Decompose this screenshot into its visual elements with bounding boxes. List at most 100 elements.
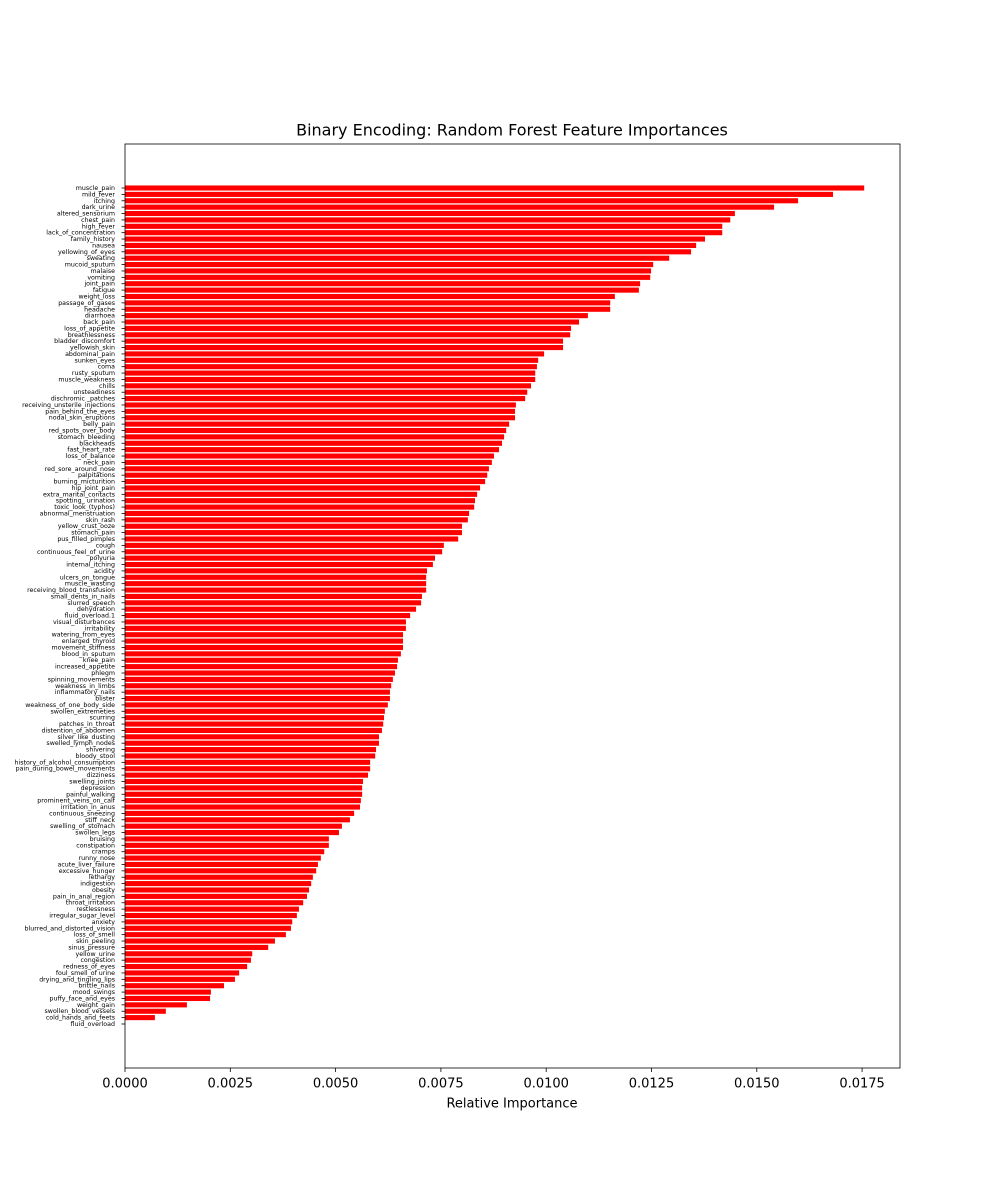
- y-tick-label: fluid_overload.1: [65, 613, 115, 620]
- y-tick-label: drying_and_tingling_lips: [39, 976, 115, 983]
- y-tick-label: altered_sensorium: [57, 211, 115, 218]
- bar: [125, 191, 834, 197]
- bar: [125, 281, 641, 287]
- bar: [125, 644, 403, 651]
- bar: [125, 791, 363, 797]
- y-tick-label: receiving_unsterile_injections: [22, 402, 115, 409]
- y-tick-label: history_of_alcohol_consumption: [15, 759, 115, 766]
- y-tick-label: belly_pain: [83, 421, 115, 428]
- plot-frame: [124, 143, 901, 1069]
- y-tick-label: swollen_extremeties: [51, 708, 115, 715]
- y-tick-label: internal_itching: [66, 562, 115, 569]
- y-tick-label: nodal_skin_eruptions: [49, 415, 115, 422]
- bar: [125, 491, 478, 497]
- bar: [125, 747, 377, 753]
- y-tick-label: pain_during_bowel_movements: [16, 766, 115, 773]
- bar: [125, 976, 235, 982]
- y-tick-label: breathlessness: [68, 332, 115, 339]
- bar: [125, 702, 388, 708]
- y-tick-label: enlarged_thyroid: [62, 638, 115, 645]
- y-tick-label: weakness_of_one_body_side: [25, 702, 115, 709]
- bar: [125, 313, 588, 319]
- bar: [125, 223, 723, 229]
- bar: [125, 351, 545, 357]
- bar: [125, 472, 488, 478]
- y-tick-label: receiving_blood_transfusion: [27, 587, 115, 594]
- y-tick-label: slurred_speech: [68, 600, 115, 607]
- bar: [125, 925, 291, 931]
- bar: [125, 396, 526, 402]
- bar: [125, 855, 321, 861]
- bar: [125, 402, 516, 408]
- y-tick-label: stomach_bleeding: [58, 434, 115, 441]
- bar: [125, 766, 371, 772]
- bar: [125, 325, 572, 331]
- y-tick-label: cramps: [92, 849, 115, 856]
- y-tick-label: fast_heart_rate: [67, 447, 115, 454]
- chart-title: Binary Encoding: Random Forest Feature I…: [296, 121, 728, 140]
- bar: [125, 210, 735, 217]
- y-tick-label: yellowing_of_eyes: [58, 249, 115, 256]
- bar: [125, 1008, 166, 1014]
- bar: [125, 523, 462, 529]
- y-tick-label: cough: [96, 542, 115, 549]
- bar: [125, 370, 536, 376]
- bar: [125, 932, 286, 938]
- y-tick-label: scurring: [89, 715, 115, 722]
- y-tick-label: family_history: [71, 236, 116, 243]
- x-tick-label: 0.0150: [734, 1077, 780, 1092]
- bar: [125, 951, 253, 957]
- y-tick-label: yellow_urine: [76, 951, 116, 958]
- y-tick-label: unsteadiness: [73, 389, 115, 396]
- bar: [125, 434, 505, 440]
- bar: [125, 517, 468, 523]
- y-tick-label: weakness_in_limbs: [55, 683, 115, 690]
- bar: [125, 689, 390, 695]
- bar: [125, 804, 361, 810]
- bar: [125, 383, 532, 389]
- bar: [125, 255, 670, 261]
- y-tick-label: mood_swings: [73, 989, 115, 996]
- y-tick-label: excessive_hunger: [59, 868, 116, 875]
- bar: [125, 300, 611, 306]
- y-tick-label: movement_stiffness: [52, 644, 115, 651]
- y-tick-label: bladder_discomfort: [54, 338, 115, 345]
- bar: [125, 242, 697, 248]
- bar: [125, 632, 403, 638]
- y-tick-label: bloody_stool: [75, 753, 115, 760]
- y-tick-label: ulcers_on_tongue: [60, 574, 115, 581]
- bar: [125, 619, 406, 625]
- bar: [125, 249, 692, 255]
- y-tick-label: continuous_feel_of_urine: [37, 549, 115, 556]
- bar: [125, 357, 539, 363]
- y-tick-label: abnormal_menstruation: [40, 510, 115, 517]
- y-tick-label: fluid_overload: [71, 1021, 115, 1028]
- y-tick-label: yellowish_skin: [70, 345, 115, 352]
- bar: [125, 887, 310, 893]
- y-tick-label: restlessness: [76, 906, 115, 913]
- bar: [125, 447, 500, 453]
- y-tick-label: spinning_movements: [48, 676, 115, 683]
- bar: [125, 957, 251, 963]
- bar: [125, 721, 384, 727]
- bar: [125, 479, 486, 485]
- bar: [125, 549, 443, 555]
- bar: [125, 421, 510, 427]
- bar: [125, 453, 494, 459]
- x-tick-label: 0.0100: [523, 1077, 569, 1092]
- x-tick-label: 0.0050: [313, 1077, 359, 1092]
- y-tick-label: mild_fever: [82, 191, 115, 198]
- y-tick-label: weight_loss: [78, 293, 115, 300]
- y-tick-label: yellow_crust_ooze: [58, 523, 115, 530]
- y-tick-label: abdominal_pain: [65, 351, 115, 358]
- y-tick-label: foul_smell_of urine: [56, 970, 115, 977]
- y-tick-label: acute_liver_failure: [57, 861, 115, 868]
- bar: [125, 332, 571, 338]
- y-tick-label: sinus_pressure: [68, 944, 115, 951]
- bar: [125, 868, 317, 874]
- y-tick-label: skin_rash: [85, 517, 115, 524]
- y-tick-label: mucoid_sputum: [65, 262, 115, 269]
- y-tick-label: diarrhoea: [85, 313, 115, 320]
- y-tick-label: extra_marital_contacts: [43, 491, 115, 498]
